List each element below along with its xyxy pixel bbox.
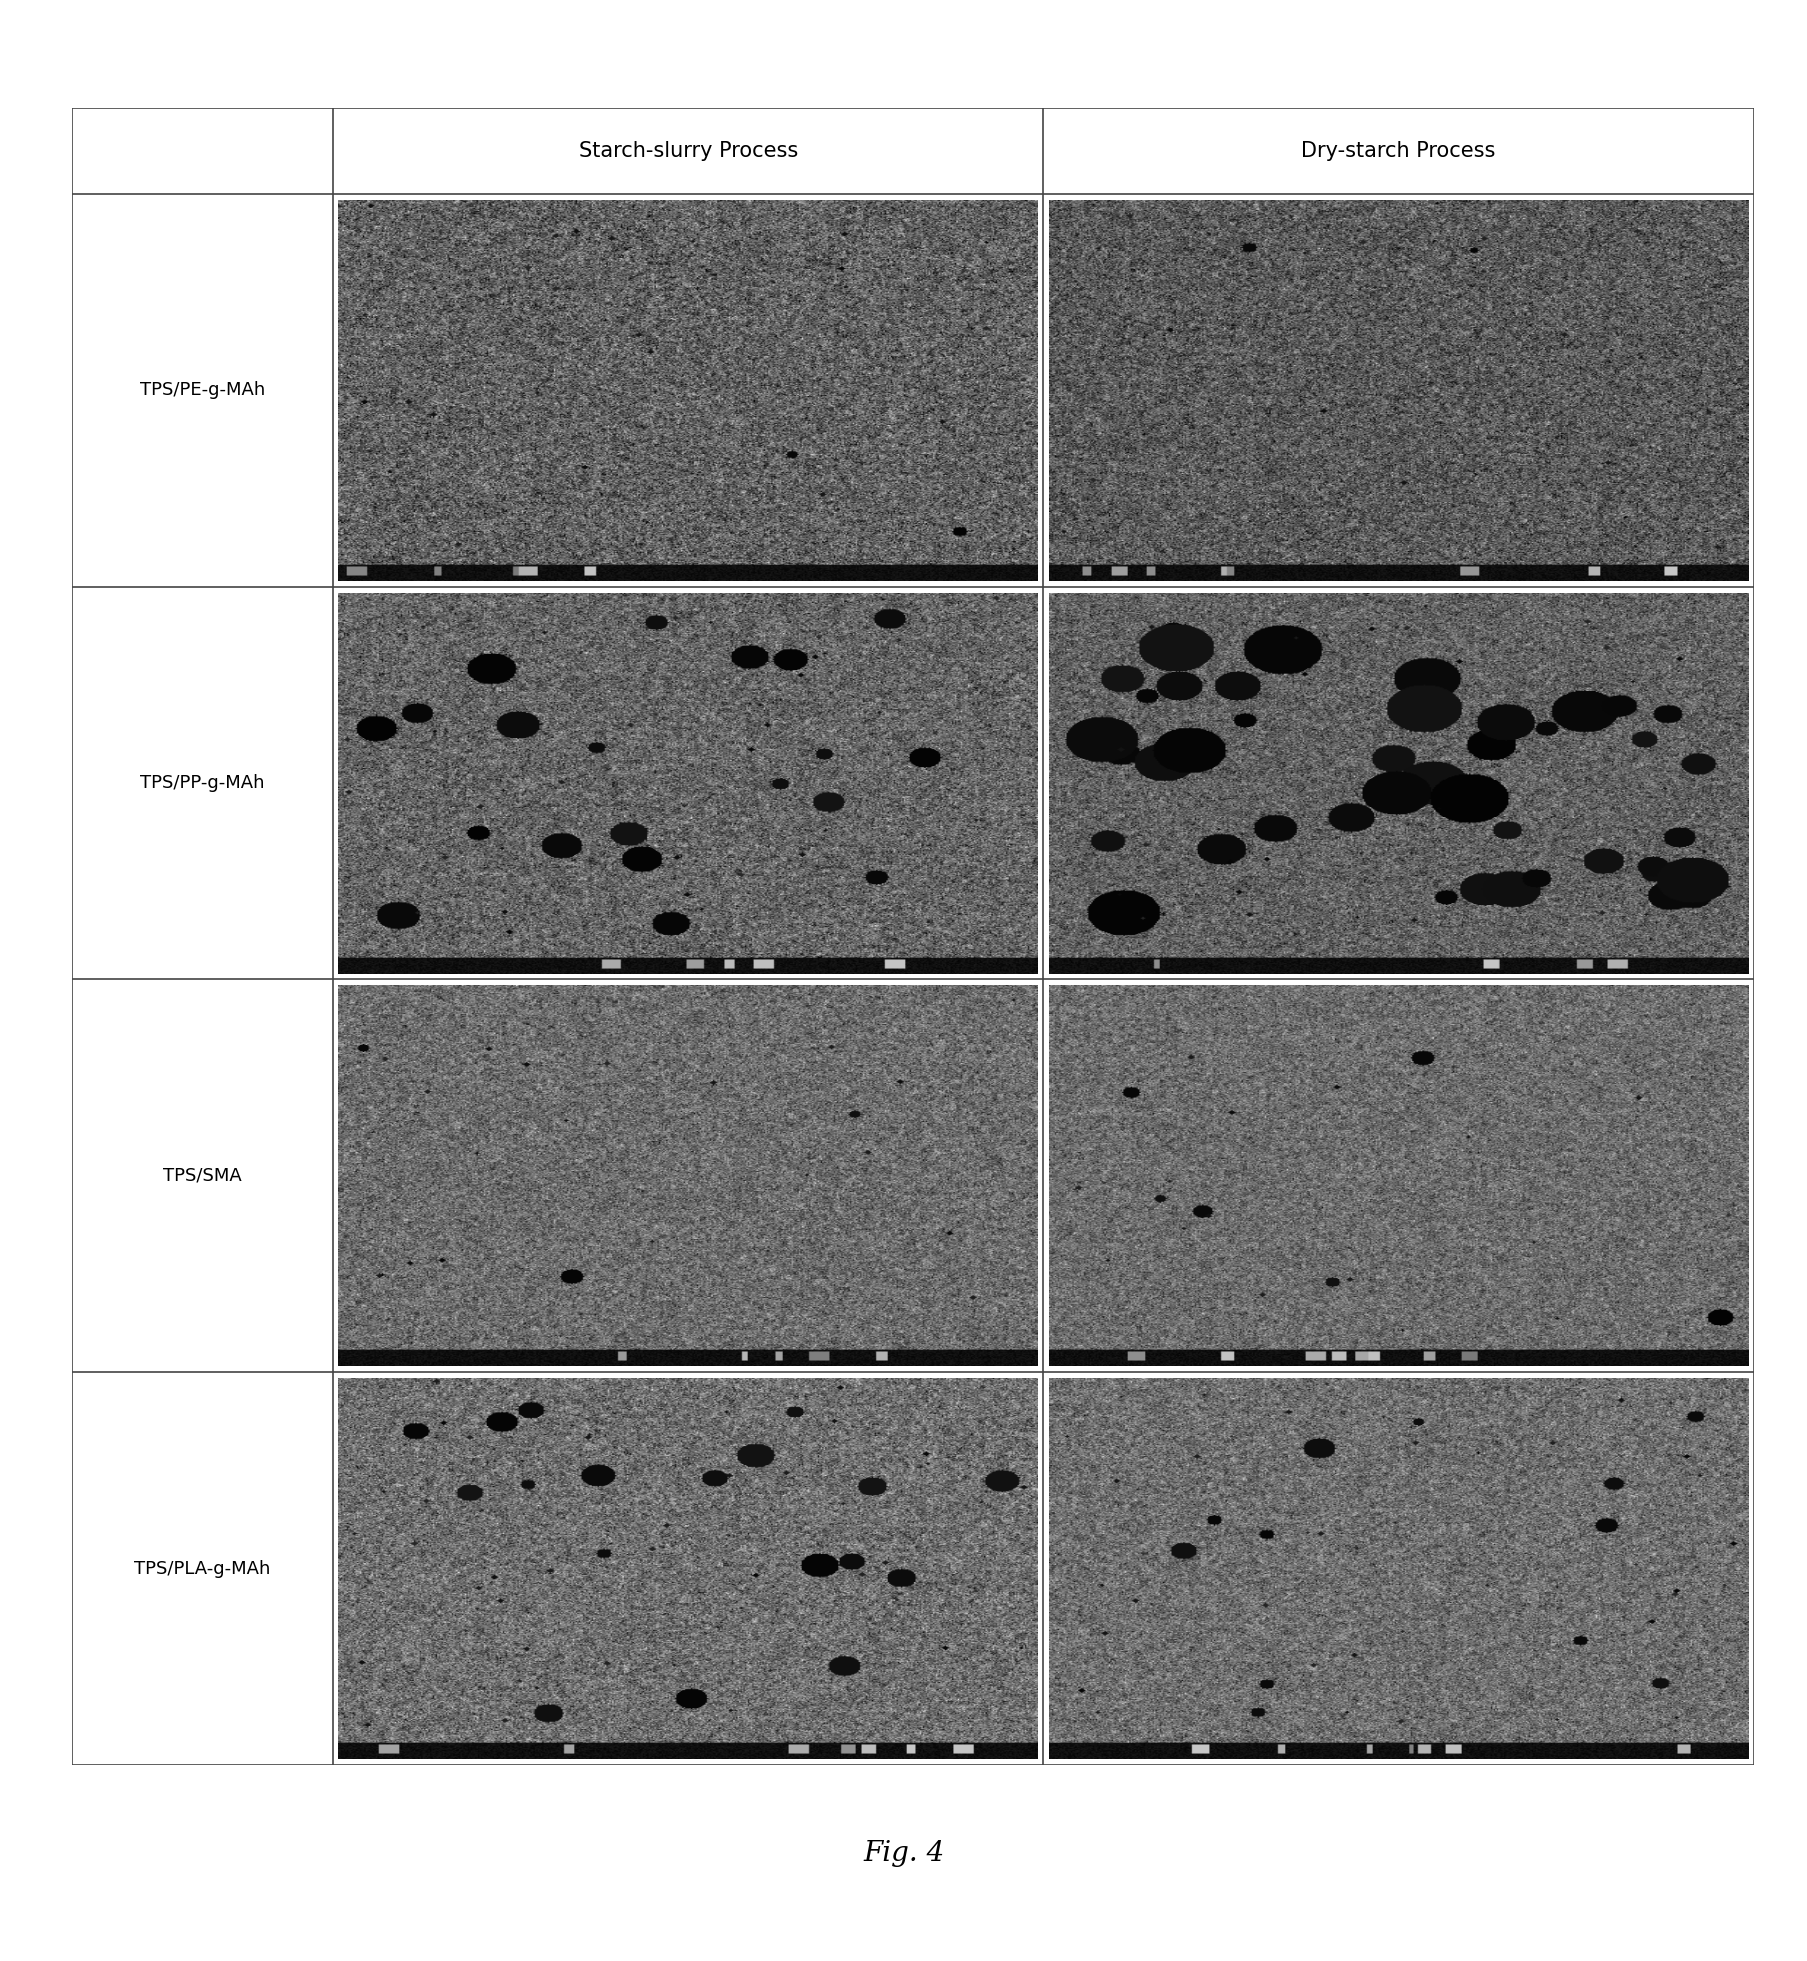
Text: Fig. 4: Fig. 4 [864, 1839, 943, 1867]
Text: TPS/PLA-g-MAh: TPS/PLA-g-MAh [134, 1559, 271, 1577]
Text: TPS/PP-g-MAh: TPS/PP-g-MAh [141, 775, 266, 792]
Text: TPS/SMA: TPS/SMA [163, 1167, 242, 1184]
Text: Dry-starch Process: Dry-starch Process [1301, 141, 1494, 161]
Text: Starch-slurry Process: Starch-slurry Process [578, 141, 797, 161]
Text: TPS/PE-g-MAh: TPS/PE-g-MAh [139, 380, 266, 400]
